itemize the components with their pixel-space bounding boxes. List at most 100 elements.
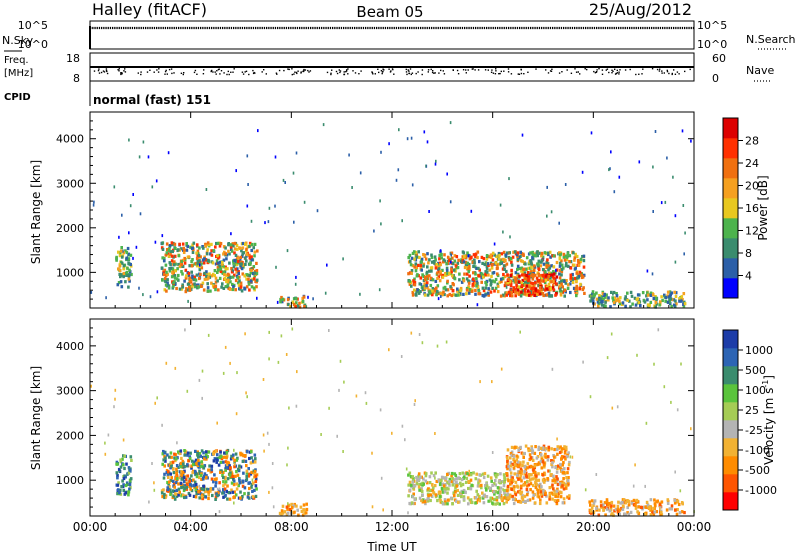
data-cell — [490, 479, 493, 483]
sparse-cell — [550, 210, 553, 214]
data-cell — [496, 501, 499, 505]
data-cell — [430, 494, 434, 498]
data-cell — [177, 262, 180, 267]
data-cell — [556, 452, 559, 456]
data-cell — [181, 242, 185, 246]
data-cell — [253, 250, 257, 254]
data-cell — [503, 475, 506, 479]
data-cell — [171, 489, 175, 493]
data-cell — [561, 285, 564, 289]
data-cell — [492, 271, 496, 275]
sparse-cell — [291, 327, 294, 331]
data-cell — [409, 259, 412, 263]
data-cell — [478, 274, 481, 278]
data-cell — [448, 271, 451, 275]
data-cell — [245, 259, 248, 263]
data-cell — [563, 467, 566, 471]
data-cell — [590, 296, 594, 300]
data-cell — [461, 471, 465, 475]
data-cell — [420, 260, 423, 264]
data-cell — [522, 253, 525, 257]
data-cell — [500, 497, 503, 501]
sparse-cell — [439, 249, 442, 253]
data-cell — [116, 473, 119, 478]
data-cell — [525, 274, 528, 278]
data-cell — [201, 497, 205, 501]
data-cell — [214, 276, 218, 280]
sparse-cell — [153, 488, 156, 492]
data-cell — [233, 458, 236, 462]
data-cell — [510, 263, 514, 267]
data-cell — [230, 267, 233, 271]
data-cell — [547, 448, 550, 452]
data-cell — [506, 467, 509, 471]
nave-point — [550, 70, 553, 72]
sparse-cell — [401, 424, 404, 428]
nave-point — [98, 68, 100, 70]
data-cell — [438, 482, 442, 487]
data-cell — [645, 294, 648, 298]
data-cell — [496, 282, 500, 286]
nave-point — [467, 69, 469, 71]
data-cell — [190, 466, 193, 470]
data-cell — [163, 492, 166, 496]
data-cell — [253, 271, 256, 275]
data-cell — [252, 271, 255, 276]
data-cell — [240, 267, 244, 271]
data-cell — [204, 495, 207, 499]
data-cell — [526, 462, 530, 466]
data-cell — [626, 505, 629, 510]
sparse-cell — [505, 285, 508, 289]
sparse-cell — [420, 283, 423, 286]
data-cell — [559, 445, 562, 449]
data-cell — [224, 475, 227, 479]
data-cell — [127, 493, 130, 497]
data-cell — [581, 287, 585, 292]
data-cell — [425, 270, 429, 274]
nave-point — [598, 68, 600, 70]
nave-point — [666, 70, 669, 73]
data-cell — [546, 277, 550, 282]
data-cell — [169, 488, 172, 492]
data-cell — [214, 280, 218, 284]
data-cell — [482, 273, 486, 277]
data-cell — [243, 287, 247, 291]
data-cell — [538, 286, 542, 290]
data-cell — [450, 251, 454, 255]
data-cell — [527, 483, 531, 487]
sparse-cell — [564, 183, 567, 186]
sparse-cell — [128, 138, 130, 142]
data-cell — [413, 497, 417, 502]
data-cell — [168, 267, 171, 271]
data-cell — [498, 479, 501, 483]
data-cell — [253, 453, 257, 457]
data-cell — [608, 509, 612, 513]
data-cell — [244, 256, 247, 260]
data-cell — [295, 301, 298, 305]
nave-point — [226, 73, 228, 76]
data-cell — [494, 502, 498, 506]
data-cell — [244, 262, 247, 266]
data-cell — [461, 277, 465, 281]
data-cell — [539, 453, 543, 457]
data-cell — [526, 280, 529, 285]
data-cell — [632, 503, 636, 507]
data-cell — [614, 507, 618, 511]
data-cell — [552, 265, 556, 269]
sparse-cell — [178, 476, 181, 480]
data-cell — [551, 483, 554, 487]
data-cell — [519, 484, 523, 488]
nave-point — [346, 69, 348, 71]
data-cell — [245, 477, 249, 481]
data-cell — [469, 487, 473, 491]
data-cell — [256, 249, 259, 253]
data-cell — [545, 260, 549, 264]
sparse-cell — [324, 291, 327, 295]
data-cell — [180, 287, 184, 291]
data-cell — [196, 260, 200, 264]
velocity-colorbar-label-sup: -1 — [761, 380, 770, 388]
nave-point — [347, 68, 349, 70]
data-cell — [461, 255, 465, 259]
data-cell — [549, 255, 552, 259]
data-cell — [541, 446, 545, 450]
